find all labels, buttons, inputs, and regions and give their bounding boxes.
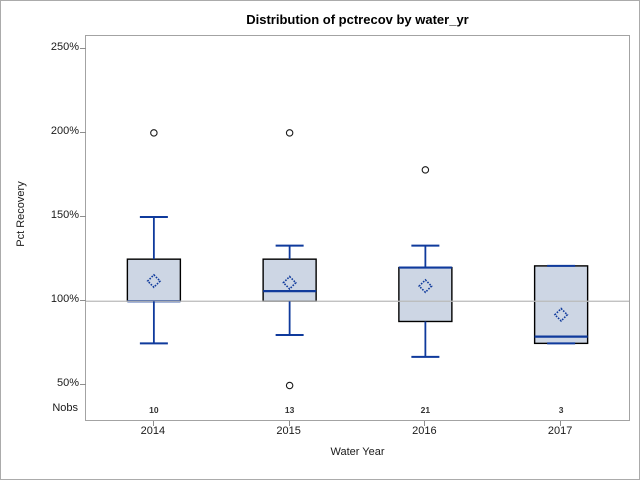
mean-diamond-2017 bbox=[553, 307, 569, 323]
y-tick-mark bbox=[80, 131, 86, 133]
x-tick-label: 2015 bbox=[276, 425, 301, 437]
outlier-point-2015 bbox=[285, 129, 294, 137]
x-tick-mark bbox=[288, 421, 290, 426]
x-tick-mark bbox=[152, 421, 154, 426]
box-iqr-2016 bbox=[398, 266, 453, 323]
outlier-point-2016 bbox=[421, 166, 430, 174]
box-iqr-2015 bbox=[262, 258, 317, 302]
y-tick-label: 250% bbox=[50, 40, 79, 53]
mean-diamond-2014 bbox=[146, 273, 162, 289]
nobs-value-2015: 13 bbox=[285, 405, 295, 415]
y-tick-label: 150% bbox=[50, 209, 79, 222]
x-tick-label: 2014 bbox=[140, 425, 166, 437]
outlier-point-2015 bbox=[285, 381, 294, 390]
nobs-value-2014: 10 bbox=[149, 405, 159, 415]
x-tick-label: 2016 bbox=[412, 425, 437, 437]
mean-diamond-2015 bbox=[282, 275, 297, 291]
box-iqr-2017 bbox=[533, 265, 589, 345]
y-tick-mark bbox=[80, 216, 86, 218]
box-iqr-2014 bbox=[126, 258, 182, 302]
x-axis-title: Water Year bbox=[330, 446, 385, 458]
x-tick-label: 2017 bbox=[547, 425, 573, 437]
x-tick-mark bbox=[424, 421, 426, 426]
plot-area: 10 13 21 3 bbox=[85, 35, 630, 421]
boxplot-canvas: 10 13 21 3 bbox=[86, 129, 629, 415]
y-tick-label: 50% bbox=[56, 377, 79, 390]
y-tick-mark bbox=[80, 47, 86, 49]
chart-title: Distribution of pctrecov by water_yr bbox=[246, 12, 469, 27]
y-tick-label: 100% bbox=[50, 293, 79, 306]
nobs-value-2016: 21 bbox=[421, 405, 431, 415]
x-tick-mark bbox=[560, 421, 562, 426]
outlier-point-2014 bbox=[150, 129, 158, 137]
y-tick-mark bbox=[80, 300, 86, 302]
nobs-value-2017: 3 bbox=[559, 405, 564, 415]
nobs-row-label: Nobs bbox=[52, 402, 78, 414]
y-tick-label: 200% bbox=[50, 124, 79, 137]
y-tick-mark bbox=[80, 384, 86, 386]
mean-diamond-2016 bbox=[418, 278, 433, 294]
